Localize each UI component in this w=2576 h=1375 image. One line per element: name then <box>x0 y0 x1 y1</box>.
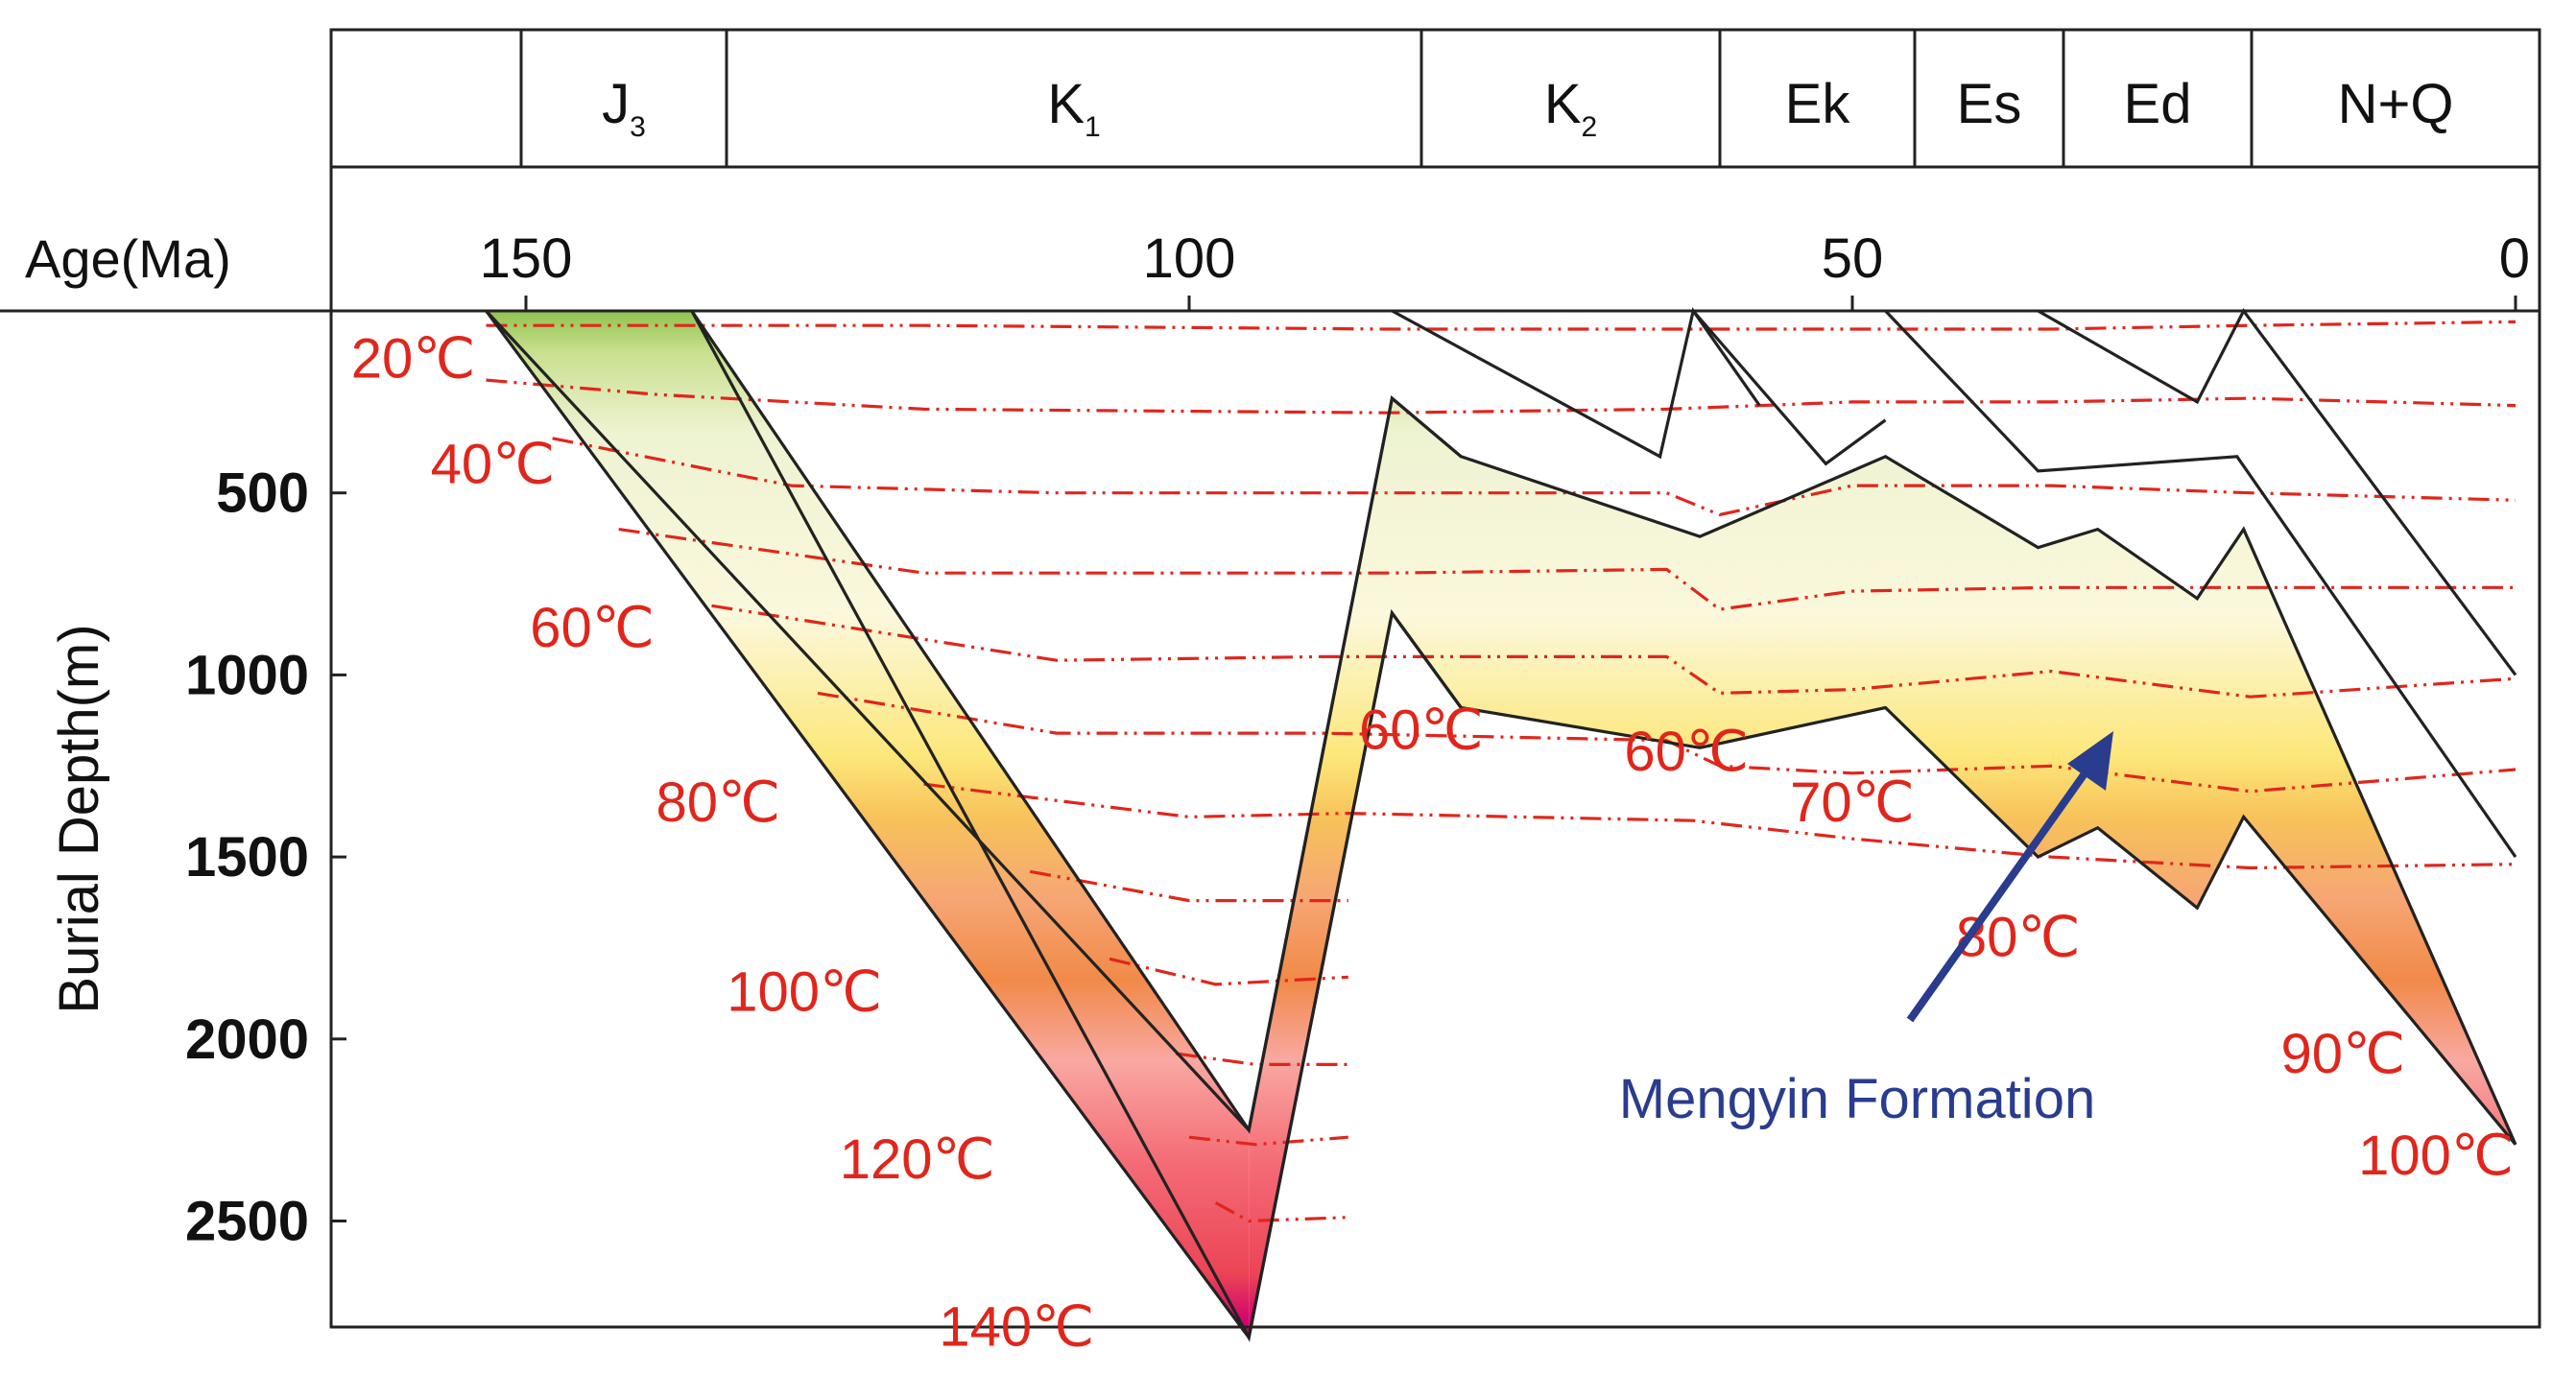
temperature-label-9: 70℃ <box>1790 771 1915 834</box>
x-tick-label-50: 50 <box>1822 227 1884 290</box>
isotherm-40c <box>552 437 2516 517</box>
stratigraphic-header <box>0 28 2541 1329</box>
x-axis-label: Age(Ma) <box>25 228 231 289</box>
mengyin-arrow-head <box>2067 731 2113 791</box>
burial-line-es <box>1884 309 2517 859</box>
isotherm-60c <box>711 604 2516 699</box>
isotherm-90c <box>1029 869 1348 903</box>
burial-line-k2 <box>1391 307 1761 460</box>
strat-label-k2: K2 <box>1544 73 1597 143</box>
mengyin-annotation: Mengyin Formation <box>1619 1068 2095 1130</box>
y-tick-label-2000: 2000 <box>185 1008 309 1071</box>
temperature-label-4: 100℃ <box>727 960 882 1023</box>
annotation-layer: Mengyin Formation <box>1619 731 2113 1130</box>
strat-label-ek: Ek <box>1785 73 1851 135</box>
temperature-label-0: 20℃ <box>351 327 476 390</box>
y-tick-label-500: 500 <box>216 462 309 525</box>
x-tick-label-100: 100 <box>1143 227 1236 290</box>
x-tick-label-150: 150 <box>480 227 573 290</box>
burial-line-k1-top <box>690 310 2517 1146</box>
formation-fill-layer <box>486 311 2516 1338</box>
strat-label-es: Es <box>1957 73 2022 135</box>
isotherm-50c <box>618 528 2516 611</box>
temperature-label-6: 140℃ <box>939 1296 1094 1359</box>
k1-formation-fill <box>1249 398 2516 1338</box>
temperature-label-11: 90℃ <box>2281 1023 2406 1085</box>
strat-label-j3: J3 <box>602 73 646 143</box>
isotherm-70c <box>817 691 2516 794</box>
temperature-label-10: 80℃ <box>1956 907 2081 969</box>
burial-line-ek <box>1691 309 1887 466</box>
temperature-labels-layer: 20℃ 40℃ 60℃ 80℃ 100℃ 120℃ 140℃ 60℃ 60℃ 70℃ 80℃ 90℃ 1… <box>351 327 2514 1358</box>
strat-sub-k1: 1 <box>1085 111 1101 143</box>
x-tick-label-0: 0 <box>2499 227 2530 290</box>
temperature-label-2: 60℃ <box>530 597 655 659</box>
strat-label-nq: N+Q <box>2338 73 2454 135</box>
burial-line-ed <box>2037 307 2517 676</box>
isotherm-130c <box>1214 1201 1348 1223</box>
isotherm-110c <box>1175 1052 1348 1067</box>
y-tick-label-1000: 1000 <box>185 644 309 706</box>
strat-units-row: J3 K1 K2 Ek Es Ed N+Q <box>519 30 2454 167</box>
strat-label-k1: K1 <box>1047 73 1100 143</box>
temperature-label-1: 40℃ <box>431 433 556 495</box>
temperature-label-8: 60℃ <box>1624 721 1749 783</box>
isotherm-30c <box>486 378 2516 415</box>
temperature-label-12: 100℃ <box>2358 1125 2514 1187</box>
axes-layer: Age(Ma) 150 100 50 05001000150020002500Buria… <box>25 227 2530 1253</box>
y-tick-label-1500: 1500 <box>185 826 309 889</box>
y-tick-label-2500: 2500 <box>185 1191 309 1253</box>
temperature-label-7: 60℃ <box>1359 699 1484 761</box>
isotherm-layer <box>486 320 2516 1223</box>
header-outer-frame <box>329 28 2541 1329</box>
isotherm-100c <box>1109 957 1348 986</box>
strat-label-ed: Ed <box>2124 73 2192 135</box>
mengyin-arrow-shaft <box>1906 744 2108 1023</box>
burial-curve-layer <box>485 307 2517 1342</box>
isotherm-120c <box>1188 1135 1348 1147</box>
temperature-label-3: 80℃ <box>656 771 781 834</box>
isotherm-20c <box>486 320 2516 331</box>
strat-sub-j3: 3 <box>630 111 646 143</box>
strat-sub-k2: 2 <box>1582 111 1598 143</box>
burial-line-k1-base <box>690 310 2517 1342</box>
temperature-label-5: 120℃ <box>840 1128 995 1191</box>
y-axis-label: Burial Depth(m) <box>48 624 110 1013</box>
isotherm-80c <box>923 782 2516 870</box>
